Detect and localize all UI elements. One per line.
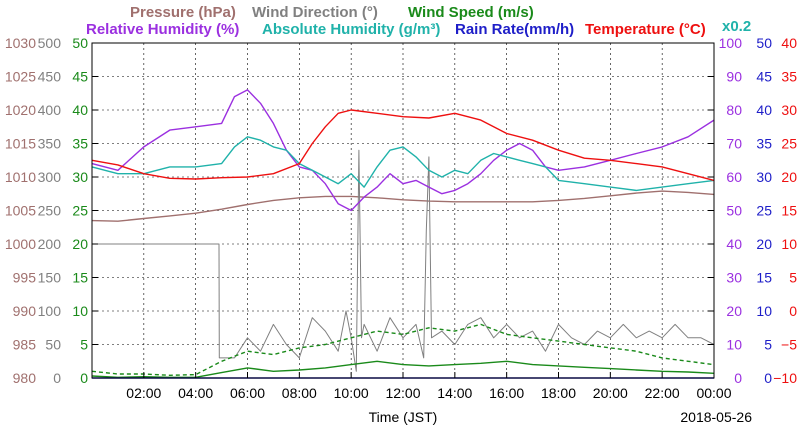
rain-rate-header: Rain Rate(mm/h)	[455, 21, 574, 38]
humidity-tick-label: 60	[726, 169, 742, 185]
temperature-tick-label: 25	[781, 136, 797, 152]
pressure-tick-label: 1000	[5, 236, 36, 252]
humidity-tick-label: 50	[726, 203, 742, 219]
rain-rate-tick-label: 35	[756, 136, 772, 152]
pressure-tick-label: 990	[13, 303, 37, 319]
rain-rate-tick-label: 15	[756, 270, 772, 286]
rain-rate-tick-label: 20	[756, 236, 772, 252]
pressure-tick-label: 980	[13, 370, 37, 386]
pressure-tick-label: 995	[13, 270, 37, 286]
wind-direction-tick-label: 0	[53, 370, 61, 386]
relative-humidity-header: Relative Humidity (%)	[86, 21, 239, 38]
humidity-tick-label: 0	[734, 370, 742, 386]
wind-speed-tick-label: 50	[72, 35, 88, 51]
pressure-tick-label: 1005	[5, 203, 36, 219]
chart-header: Pressure (hPa) Wind Direction (°) Wind S…	[86, 4, 751, 38]
temperature-tick-label: 15	[781, 203, 797, 219]
wind-direction-tick-label: 300	[38, 169, 62, 185]
relative-humidity-line	[91, 89, 715, 212]
temperature-tick-label: 0	[789, 303, 797, 319]
wind-speed-tick-label: 20	[72, 236, 88, 252]
humidity-tick-label: 100	[719, 35, 743, 51]
pressure-tick-label: 985	[13, 337, 37, 353]
humidity-tick-label: 40	[726, 236, 742, 252]
temperature-tick-label: 30	[781, 102, 797, 118]
pressure-line	[91, 190, 715, 222]
pressure-tick-label: 1025	[5, 69, 36, 85]
scale-multiplier: x0.2	[722, 18, 751, 35]
x-axis-title: Time (JST)	[369, 409, 438, 425]
x-tick-label: 02:00	[126, 385, 161, 401]
wind-speed-tick-label: 40	[72, 102, 88, 118]
temperature-tick-label: 10	[781, 236, 797, 252]
absolute-humidity-header: Absolute Humidity (g/m³)	[262, 21, 440, 38]
temperature-header: Temperature (°C)	[585, 21, 706, 38]
x-tick-label: 10:00	[334, 385, 369, 401]
wind-speed-tick-label: 30	[72, 169, 88, 185]
wind-speed-tick-label: 35	[72, 136, 88, 152]
wind-direction-tick-label: 500	[38, 35, 62, 51]
x-tick-label: 16:00	[489, 385, 524, 401]
pressure-tick-label: 1010	[5, 169, 36, 185]
rain-rate-tick-label: 5	[764, 337, 772, 353]
wind-direction-tick-label: 400	[38, 102, 62, 118]
rain-rate-tick-label: 30	[756, 169, 772, 185]
x-tick-label: 00:00	[696, 385, 731, 401]
y-axes: 9809859909951000100510101015102010251030…	[5, 35, 797, 386]
rain-rate-tick-label: 0	[764, 370, 772, 386]
humidity-tick-label: 30	[726, 270, 742, 286]
wind-direction-tick-label: 200	[38, 236, 62, 252]
wind-direction-tick-label: 100	[38, 303, 62, 319]
wind-speed-header: Wind Speed (m/s)	[408, 4, 534, 21]
x-tick-label: 18:00	[541, 385, 576, 401]
rain-rate-tick-label: 10	[756, 303, 772, 319]
x-tick-label: 14:00	[437, 385, 472, 401]
x-tick-label: 22:00	[645, 385, 680, 401]
temperature-tick-label: −5	[781, 337, 797, 353]
humidity-tick-label: 10	[726, 337, 742, 353]
wind-speed-tick-label: 25	[72, 203, 88, 219]
wind-direction-header: Wind Direction (°)	[252, 4, 378, 21]
temperature-line	[91, 109, 715, 182]
wind-direction-tick-label: 50	[45, 337, 61, 353]
date-label: 2018-05-26	[680, 409, 752, 425]
rain-rate-tick-label: 40	[756, 102, 772, 118]
wind-direction-tick-label: 250	[38, 203, 62, 219]
x-tick-label: 06:00	[230, 385, 265, 401]
pressure-tick-label: 1015	[5, 136, 36, 152]
wind-direction-tick-label: 450	[38, 69, 62, 85]
pressure-tick-label: 1030	[5, 35, 36, 51]
grid	[92, 43, 714, 378]
wind-direction-tick-label: 350	[38, 136, 62, 152]
humidity-tick-label: 70	[726, 136, 742, 152]
pressure-header: Pressure (hPa)	[130, 4, 236, 21]
wind-speed-tick-label: 45	[72, 69, 88, 85]
wind-speed-tick-label: 10	[72, 303, 88, 319]
x-tick-label: 20:00	[593, 385, 628, 401]
rain-rate-tick-label: 45	[756, 69, 772, 85]
rain-rate-tick-label: 25	[756, 203, 772, 219]
wind-speed-tick-label: 5	[80, 337, 88, 353]
absolute-humidity-line	[91, 136, 715, 192]
wind-direction-tick-label: 150	[38, 270, 62, 286]
temperature-tick-label: 20	[781, 169, 797, 185]
x-axis: 02:00 04:00 06:00 08:00 10:00 12:00 14:00 16:00…	[126, 372, 732, 401]
wind-speed-tick-label: 0	[80, 370, 88, 386]
temperature-tick-label: 40	[781, 35, 797, 51]
wind-direction-line	[92, 149, 715, 372]
pressure-tick-label: 1020	[5, 102, 36, 118]
x-tick-label: 12:00	[385, 385, 420, 401]
x-tick-label: 04:00	[178, 385, 213, 401]
temperature-tick-label: 5	[789, 270, 797, 286]
humidity-tick-label: 20	[726, 303, 742, 319]
x-tick-label: 08:00	[282, 385, 317, 401]
rain-rate-tick-label: 50	[756, 35, 772, 51]
humidity-tick-label: 90	[726, 69, 742, 85]
wind-speed-tick-label: 15	[72, 270, 88, 286]
humidity-tick-label: 80	[726, 102, 742, 118]
temperature-tick-label: −10	[773, 370, 797, 386]
temperature-tick-label: 35	[781, 69, 797, 85]
